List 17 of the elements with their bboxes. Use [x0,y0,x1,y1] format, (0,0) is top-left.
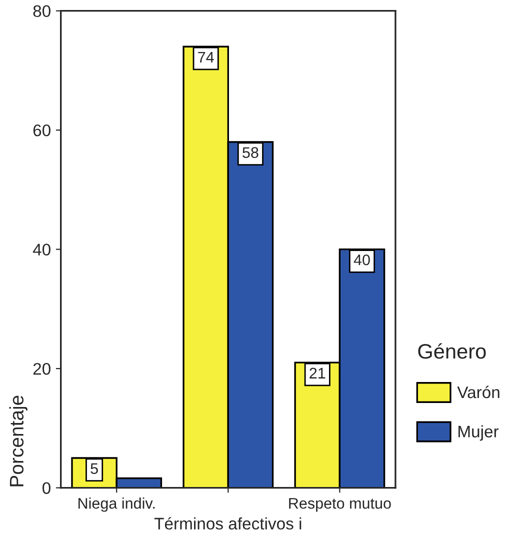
y-axis-title: Porcentaje [9,396,28,486]
y-tick-label: 20 [33,362,50,375]
x-axis-title: Términos afectivos i [154,517,302,530]
x-tick-label: Respeto mutuo [289,498,391,512]
legend-label: Varón [457,386,500,398]
data-label: 5 [90,463,98,474]
data-label: 58 [242,147,258,158]
legend-label: Mujer [458,425,499,441]
legend-title: Género [418,343,486,359]
data-label: 40 [354,254,370,266]
y-tick-label: 60 [33,124,50,136]
data-label: 21 [310,368,326,378]
y-tick-label: 40 [32,244,50,256]
data-label: 74 [198,52,214,62]
y-tick-label: 80 [33,5,50,18]
y-tick-label: 0 [42,482,50,494]
x-tick-label: Niega indiv. [78,498,155,512]
